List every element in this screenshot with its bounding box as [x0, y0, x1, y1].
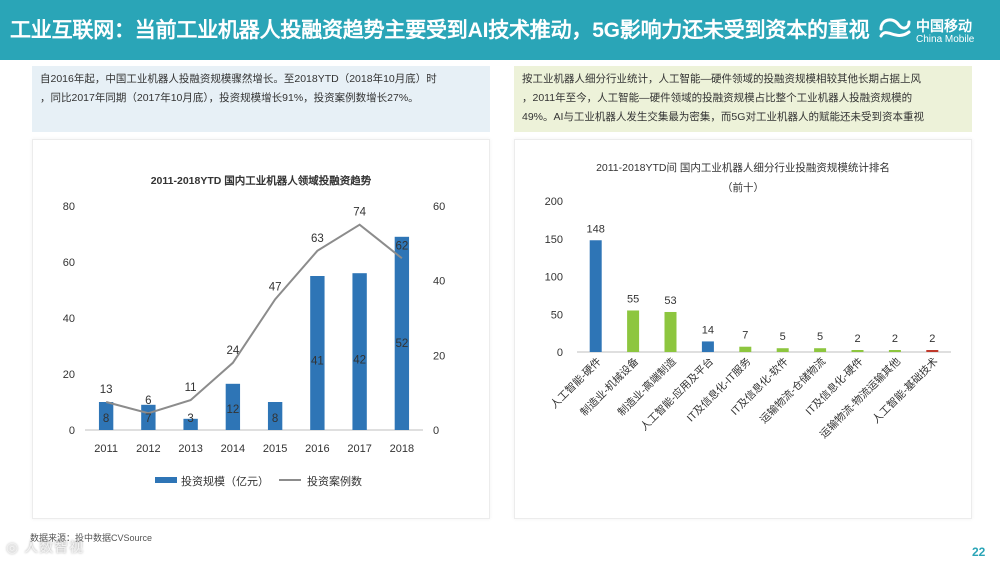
x-tick-label: 人工智能-应用及平台	[638, 355, 716, 433]
summary-right-line: 49%。AI与工业机器人发生交集最为密集，而5G对工业机器人的赋能还未受到资本重…	[522, 111, 924, 123]
page-title: 工业互联网：当前工业机器人投融资趋势主要受到AI技术推动，5G影响力还未受到资本…	[10, 19, 870, 42]
summary-right: 按工业机器人细分行业统计，人工智能—硬件领域的投融资规模相较其他长期占据上风 ，…	[514, 66, 972, 132]
bar-data-label: 55	[627, 293, 639, 305]
line-data-label: 6	[145, 395, 151, 407]
y-right-tick-label: 20	[433, 350, 445, 362]
line-data-label: 11	[185, 382, 197, 394]
x-tick-label: IT及信息化-IT服务	[684, 355, 754, 425]
x-tick-label: 2015	[263, 443, 287, 455]
trend-chart: 2011-2018YTD 国内工业机器人领域投融资趋势 0 20 40 60 80 0 20 4…	[63, 174, 446, 488]
bar-data-label: 7	[145, 413, 151, 425]
bar-segment	[589, 240, 602, 352]
bar-data-label: 42	[353, 354, 366, 366]
summary-left: 自2016年起，中国工业机器人投融资规模骤然增长。至2018YTD（2018年1…	[32, 66, 490, 132]
line-data-label: 74	[353, 207, 366, 219]
x-tick-label: 2012	[136, 443, 160, 455]
bar-investment	[225, 383, 241, 430]
x-tick-label: 运输物流-仓储物流	[757, 355, 828, 426]
china-mobile-logo-icon	[879, 18, 911, 38]
y-left-tick-label: 20	[63, 369, 75, 381]
logo-text-en: China Mobile	[916, 34, 975, 45]
line-data-label: 13	[100, 384, 113, 396]
bar-data-label: 5	[780, 331, 786, 343]
y-tick-label: 150	[545, 234, 563, 246]
y-tick-label: 50	[551, 309, 563, 321]
legend-swatch-bar	[155, 477, 177, 483]
bar-data-label: 2	[854, 333, 860, 345]
bar-segment	[627, 310, 640, 352]
bar-data-label: 148	[587, 223, 605, 235]
summary-right-line: 按工业机器人细分行业统计，人工智能—硬件领域的投融资规模相较其他长期占据上风	[522, 73, 921, 85]
bar-investment	[267, 402, 283, 430]
bar-data-label: 8	[103, 413, 109, 425]
line-data-label: 62	[395, 240, 408, 252]
logo-text-cn: 中国移动	[916, 18, 972, 34]
bar-data-label: 12	[226, 404, 239, 416]
bar-investment	[394, 236, 410, 430]
y-tick-label: 0	[557, 347, 563, 359]
ranking-chart-panel: 2011-2018YTD间 国内工业机器人细分行业投融资规模统计排名 （前十） 0 5…	[514, 139, 972, 519]
bar-data-label: 5	[817, 331, 823, 343]
bar-investment	[98, 402, 114, 430]
y-tick-label: 100	[545, 272, 563, 284]
y-right-tick-label: 0	[433, 425, 439, 437]
bar-data-label: 2	[892, 333, 898, 345]
x-tick-label: 2017	[347, 443, 371, 455]
y-left-tick-label: 80	[63, 201, 75, 213]
x-tick-label: 2016	[305, 443, 329, 455]
line-data-label: 47	[269, 281, 282, 293]
line-data-label: 63	[311, 233, 324, 245]
bar-segment	[888, 350, 901, 352]
header-bar: 工业互联网：当前工业机器人投融资趋势主要受到AI技术推动，5G影响力还未受到资本…	[0, 0, 1000, 60]
y-left-tick-label: 40	[63, 313, 75, 325]
x-tick-label: 2014	[221, 443, 245, 455]
bar-investment	[352, 273, 367, 430]
y-left-tick-label: 60	[63, 257, 75, 269]
bar-data-label: 14	[702, 324, 714, 336]
bar-investment	[310, 276, 325, 430]
chart-subtitle: （前十）	[722, 181, 764, 194]
summary-left-line: 自2016年起，中国工业机器人投融资规模骤然增长。至2018YTD（2018年1…	[40, 73, 437, 85]
bar-segment	[851, 350, 864, 352]
x-tick-label: 2018	[390, 443, 414, 455]
bar-segment	[664, 311, 677, 352]
legend-label-bar: 投资规模（亿元）	[181, 474, 269, 488]
china-mobile-logo: 中国移动 China Mobile	[878, 14, 990, 48]
y-left-tick-label: 0	[69, 425, 75, 437]
x-tick-label: 2011	[94, 443, 118, 455]
bar-segment	[814, 348, 827, 352]
data-source: 数据来源：投中数据CVSource	[30, 533, 153, 543]
ranking-chart: 2011-2018YTD间 国内工业机器人细分行业投融资规模统计排名 （前十） 0 5…	[545, 161, 951, 441]
line-case-count	[105, 223, 403, 415]
bar-data-label: 8	[272, 413, 278, 425]
x-tick-label: 人工智能-基础技术	[869, 355, 940, 426]
page-number: 22	[972, 545, 986, 559]
bar-data-label: 7	[742, 330, 748, 342]
y-right-tick-label: 60	[433, 201, 445, 213]
bar-data-label: 53	[664, 295, 676, 307]
line-data-label: 24	[226, 345, 239, 357]
summary-right-line: ，2011年至今，人工智能—硬件领域的投融资规模占比整个工业机器人投融资规模的	[522, 92, 913, 104]
bar-data-label: 52	[395, 338, 408, 350]
bar-data-label: 2	[929, 333, 935, 345]
bar-data-label: 41	[311, 356, 324, 368]
bar-data-label: 3	[187, 413, 193, 425]
bar-segment	[776, 348, 789, 352]
y-tick-label: 200	[545, 196, 563, 208]
legend-label-line: 投资案例数	[307, 474, 362, 488]
watermark: ◎ 人数智视	[6, 539, 85, 555]
chart-title: 2011-2018YTD间 国内工业机器人细分行业投融资规模统计排名	[596, 161, 890, 174]
bar-segment	[739, 346, 752, 352]
bar-segment	[926, 350, 939, 352]
chart-title: 2011-2018YTD 国内工业机器人领域投融资趋势	[151, 174, 372, 187]
summary-left-line: ，同比2017年同期（2017年10月底），投资规模增长91%，投资案例数增长2…	[40, 92, 419, 104]
bar-investment	[183, 418, 198, 430]
y-right-tick-label: 40	[433, 276, 445, 288]
trend-chart-panel: 2011-2018YTD 国内工业机器人领域投融资趋势 0 20 40 60 80 0 20 4…	[32, 139, 490, 519]
x-tick-label: 2013	[178, 443, 202, 455]
bar-segment	[701, 341, 714, 352]
